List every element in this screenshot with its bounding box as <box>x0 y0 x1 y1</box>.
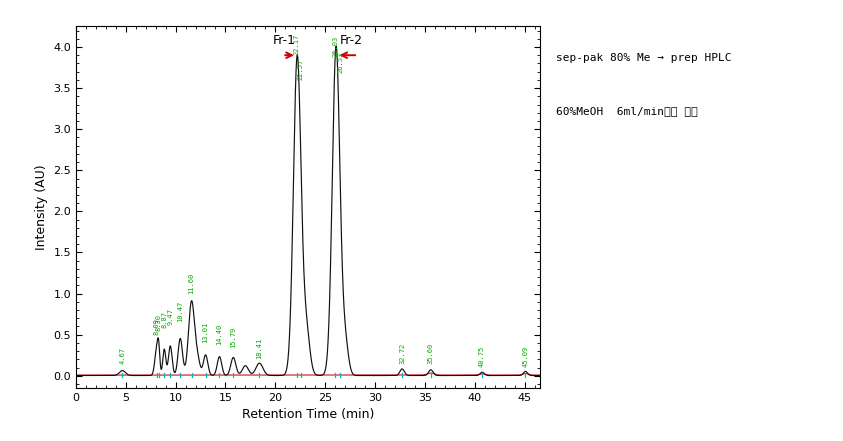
Text: 45.09: 45.09 <box>523 345 529 367</box>
Text: 22.57: 22.57 <box>298 59 304 80</box>
Text: 32.72: 32.72 <box>399 343 405 364</box>
Text: 60%MeOH  6ml/min으로 실시: 60%MeOH 6ml/min으로 실시 <box>556 106 698 116</box>
X-axis label: Retention Time (min): Retention Time (min) <box>241 408 374 422</box>
Text: 4.67: 4.67 <box>120 347 126 364</box>
Text: 9.47: 9.47 <box>167 308 174 325</box>
Text: 8.87: 8.87 <box>161 311 167 328</box>
Text: 35.60: 35.60 <box>428 343 434 364</box>
Text: 13.01: 13.01 <box>202 321 208 343</box>
Text: 15.79: 15.79 <box>230 326 236 348</box>
Text: 40.75: 40.75 <box>479 345 486 367</box>
Text: Fr-2: Fr-2 <box>340 34 362 47</box>
Text: 26.53: 26.53 <box>337 52 343 73</box>
Text: 8.30: 8.30 <box>156 314 162 331</box>
Text: 11.60: 11.60 <box>189 272 195 294</box>
Text: 8.09: 8.09 <box>153 318 159 335</box>
Text: 26.03: 26.03 <box>332 36 338 57</box>
Text: sep-pak 80% Me → prep HPLC: sep-pak 80% Me → prep HPLC <box>556 53 732 63</box>
Text: 10.47: 10.47 <box>177 300 183 321</box>
Text: 18.41: 18.41 <box>256 338 262 359</box>
Text: Fr-1: Fr-1 <box>273 34 296 47</box>
Text: 14.40: 14.40 <box>217 323 223 344</box>
Y-axis label: Intensity (AU): Intensity (AU) <box>35 164 48 250</box>
Text: 22.17: 22.17 <box>294 34 300 55</box>
